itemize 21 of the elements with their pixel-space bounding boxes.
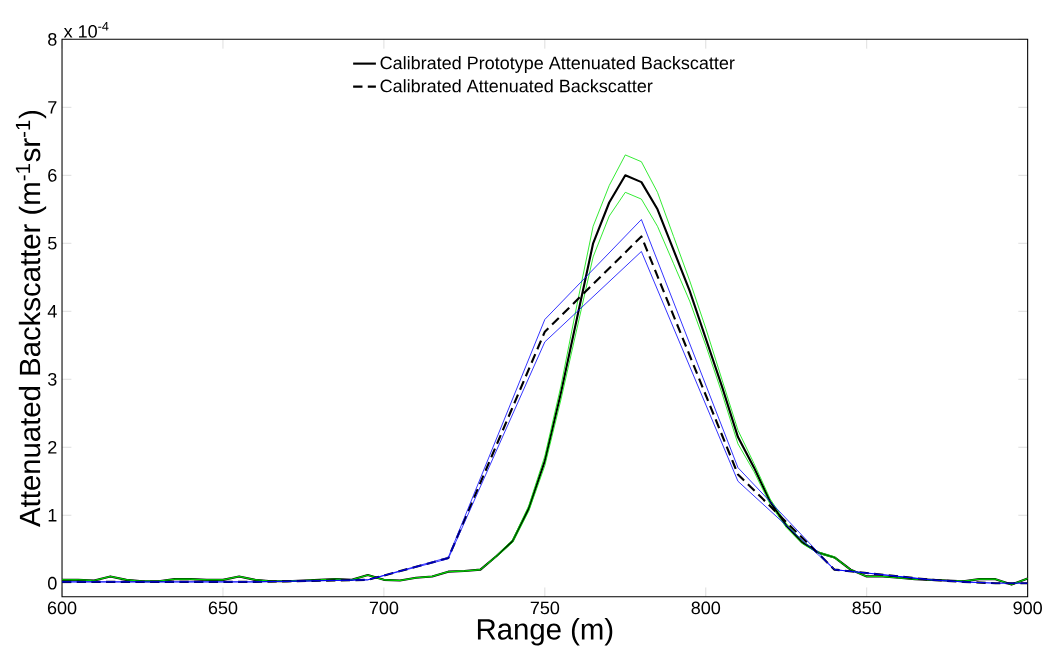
text: x 10$^{-4}$ [63, 21, 109, 38]
y-tick-label: 7 [48, 101, 57, 114]
y-tick-label: 6 [48, 168, 57, 182]
x-tick-label: 750 [530, 601, 560, 615]
y-tick-label: 8 [48, 32, 57, 46]
x-tick-label: 700 [369, 601, 399, 615]
y-tick-label: 0 [48, 576, 57, 590]
y-tick-label: 4 [47, 305, 57, 318]
x-tick-label: 850 [852, 601, 882, 615]
y-axis-title: Attenuated Backscatter (m$^{-1}$sr$^{-1}$) [15, 110, 47, 527]
y-tick-label: 3 [47, 372, 57, 386]
y-tick-label: 5 [48, 236, 57, 250]
x-axis-title: Range (m) [477, 618, 613, 646]
legend-label: Calibrated Prototype Attenuated Backscatter [380, 55, 735, 73]
x-tick-label: 600 [47, 601, 77, 615]
y-tick-label: 1 [48, 508, 57, 522]
legend-label: Calibrated Attenuated Backscatter [380, 79, 653, 93]
y-tick-label: 2 [48, 440, 57, 454]
x-tick-label: 650 [208, 601, 238, 615]
x-tick-label: 800 [691, 601, 721, 615]
x-tick-label: 900 [1013, 601, 1042, 615]
